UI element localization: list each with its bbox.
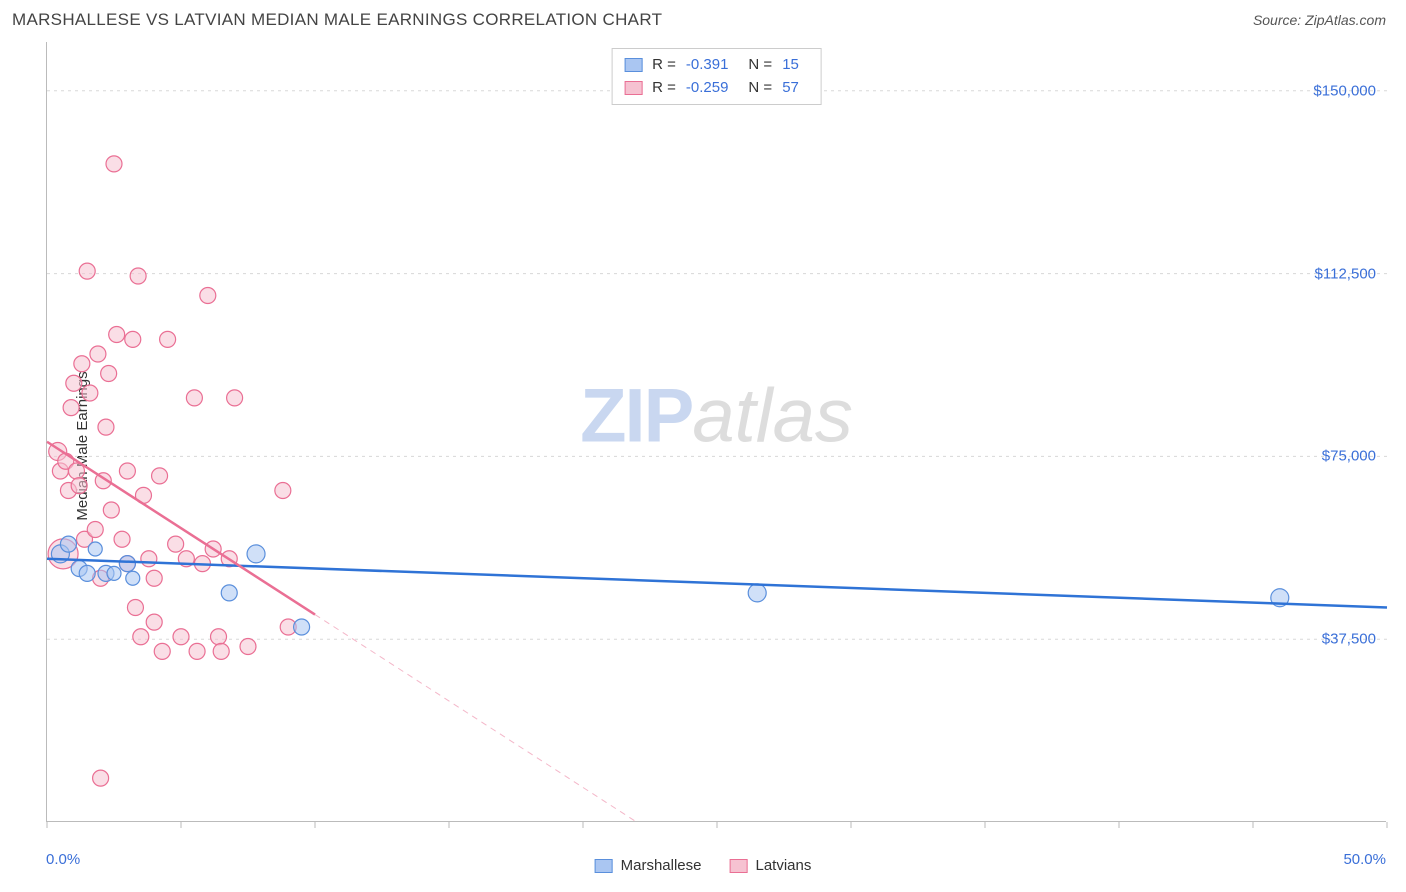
scatter-point-latvians: [130, 268, 146, 284]
scatter-point-latvians: [98, 419, 114, 435]
y-tick-label: $37,500: [1322, 631, 1376, 648]
chart-source: Source: ZipAtlas.com: [1253, 12, 1386, 28]
scatter-point-latvians: [79, 263, 95, 279]
scatter-point-marshallese: [247, 545, 265, 563]
source-name: ZipAtlas.com: [1305, 12, 1386, 28]
scatter-point-latvians: [125, 331, 141, 347]
r-label: R =: [652, 77, 676, 100]
scatter-point-marshallese: [60, 536, 76, 552]
scatter-point-latvians: [87, 522, 103, 538]
n-value-marshallese: 15: [782, 54, 799, 77]
scatter-point-latvians: [173, 629, 189, 645]
scatter-point-marshallese: [119, 556, 135, 572]
correlation-stats-box: R = -0.391 N = 15 R = -0.259 N = 57: [611, 48, 822, 105]
scatter-point-latvians: [154, 643, 170, 659]
scatter-point-latvians: [63, 400, 79, 416]
scatter-point-marshallese: [79, 565, 95, 581]
n-value-latvians: 57: [782, 77, 799, 100]
scatter-point-marshallese: [107, 566, 121, 580]
scatter-point-latvians: [189, 643, 205, 659]
y-tick-label: $112,500: [1315, 265, 1376, 282]
scatter-point-latvians: [71, 478, 87, 494]
scatter-point-latvians: [240, 639, 256, 655]
scatter-point-latvians: [119, 463, 135, 479]
trend-line-dashed-latvians: [315, 615, 637, 822]
scatter-point-latvians: [146, 570, 162, 586]
scatter-point-latvians: [93, 770, 109, 786]
scatter-point-latvians: [275, 483, 291, 499]
scatter-point-latvians: [114, 531, 130, 547]
scatter-point-latvians: [200, 288, 216, 304]
r-label: R =: [652, 54, 676, 77]
scatter-point-latvians: [66, 375, 82, 391]
r-value-latvians: -0.259: [686, 77, 729, 100]
chart-header: MARSHALLESE VS LATVIAN MEDIAN MALE EARNI…: [0, 0, 1406, 38]
n-label: N =: [748, 77, 772, 100]
stats-row-marshallese: R = -0.391 N = 15: [624, 54, 809, 77]
scatter-point-marshallese: [88, 542, 102, 556]
bottom-legend: Marshallese Latvians: [595, 857, 812, 874]
chart-plot-area: ZIPatlas R = -0.391 N = 15 R = -0.259 N …: [46, 42, 1386, 822]
scatter-point-latvians: [74, 356, 90, 372]
scatter-point-latvians: [109, 327, 125, 343]
scatter-point-latvians: [186, 390, 202, 406]
scatter-point-latvians: [227, 390, 243, 406]
stats-row-latvians: R = -0.259 N = 57: [624, 77, 809, 100]
r-value-marshallese: -0.391: [686, 54, 729, 77]
legend-swatch-marshallese: [595, 859, 613, 873]
x-axis-min-label: 0.0%: [46, 851, 80, 868]
scatter-point-latvians: [141, 551, 157, 567]
scatter-point-latvians: [90, 346, 106, 362]
legend-item-marshallese: Marshallese: [595, 857, 702, 874]
scatter-point-latvians: [133, 629, 149, 645]
scatter-svg: [47, 42, 1386, 821]
scatter-point-marshallese: [748, 584, 766, 602]
scatter-point-latvians: [103, 502, 119, 518]
swatch-marshallese: [624, 58, 642, 72]
scatter-point-latvians: [106, 156, 122, 172]
scatter-point-marshallese: [126, 571, 140, 585]
scatter-point-latvians: [213, 643, 229, 659]
scatter-point-latvians: [82, 385, 98, 401]
scatter-point-marshallese: [221, 585, 237, 601]
legend-label-marshallese: Marshallese: [621, 857, 702, 874]
swatch-latvians: [624, 81, 642, 95]
x-axis-max-label: 50.0%: [1343, 851, 1386, 868]
source-label: Source:: [1253, 12, 1305, 28]
scatter-point-latvians: [211, 629, 227, 645]
scatter-point-latvians: [127, 600, 143, 616]
legend-item-latvians: Latvians: [730, 857, 812, 874]
scatter-point-latvians: [101, 366, 117, 382]
y-tick-label: $150,000: [1313, 82, 1376, 99]
legend-label-latvians: Latvians: [756, 857, 812, 874]
n-label: N =: [748, 54, 772, 77]
trend-line-marshallese: [47, 559, 1387, 608]
scatter-point-latvians: [152, 468, 168, 484]
y-tick-label: $75,000: [1322, 448, 1376, 465]
scatter-point-latvians: [168, 536, 184, 552]
scatter-point-latvians: [146, 614, 162, 630]
legend-swatch-latvians: [730, 859, 748, 873]
chart-title: MARSHALLESE VS LATVIAN MEDIAN MALE EARNI…: [12, 10, 662, 30]
scatter-point-latvians: [160, 331, 176, 347]
scatter-point-marshallese: [294, 619, 310, 635]
